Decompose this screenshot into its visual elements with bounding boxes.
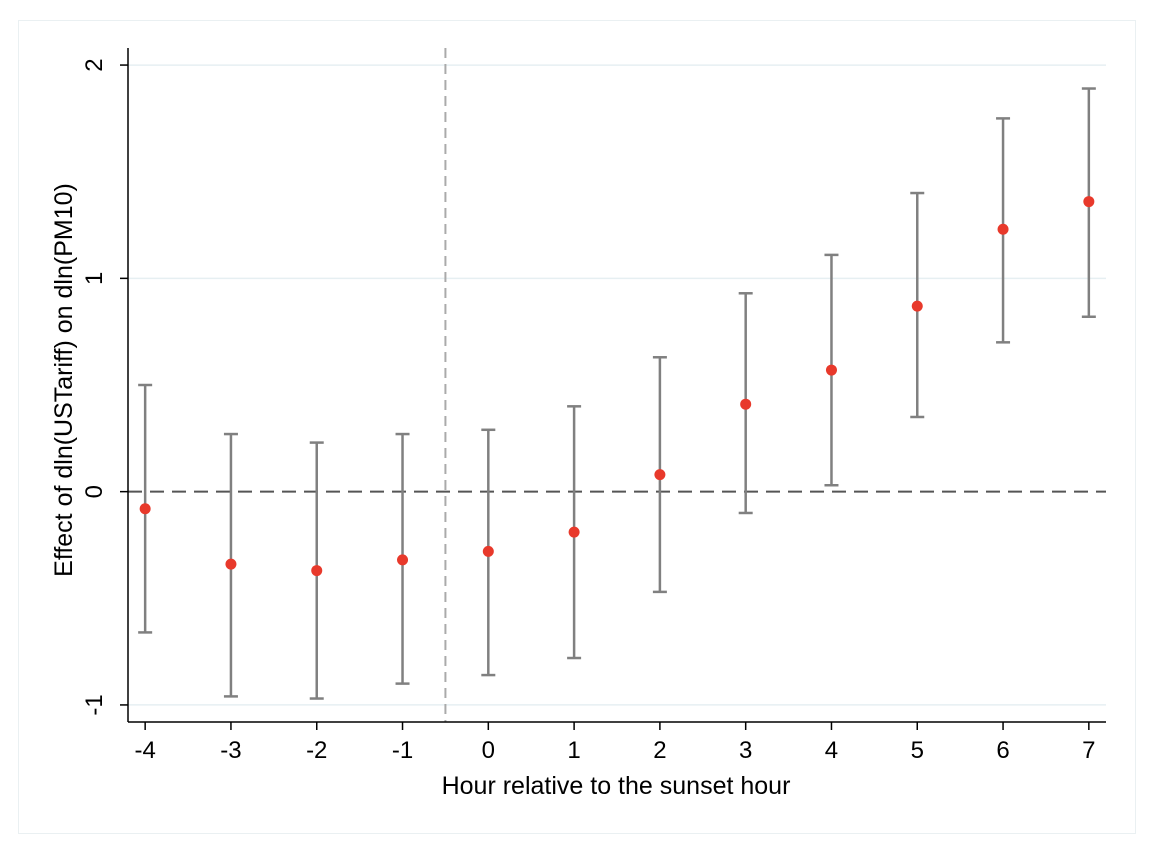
data-point-5 [911, 300, 923, 312]
grid-lines [128, 64, 1106, 706]
x-tick-label-5: 5 [911, 737, 924, 764]
data-point--3 [225, 558, 237, 570]
y-tick-label-0: 0 [81, 485, 108, 498]
x-tick-label--4: -4 [134, 737, 155, 764]
x-tick-label--2: -2 [306, 737, 327, 764]
x-tick-label-0: 0 [482, 737, 495, 764]
x-tick-label-3: 3 [739, 737, 752, 764]
y-axis-title: Effect of dln(USTariff) on dln(PM10) [50, 183, 78, 577]
data-point-3 [740, 398, 752, 410]
data-points [139, 196, 1095, 577]
x-tick-label--3: -3 [220, 737, 241, 764]
x-tick-label-2: 2 [653, 737, 666, 764]
x-axis-title: Hour relative to the sunset hour [442, 772, 791, 800]
reference-lines [128, 48, 1106, 722]
y-axis-ticks: -1 0 1 2 [81, 58, 128, 716]
error-bars [138, 87, 1096, 700]
x-tick-label-4: 4 [825, 737, 838, 764]
data-point--1 [397, 554, 409, 566]
data-point-0 [482, 545, 494, 557]
x-tick-label-7: 7 [1082, 737, 1095, 764]
y-tick-label--1: -1 [81, 694, 108, 715]
data-point-4 [825, 364, 837, 376]
data-point--2 [311, 565, 323, 577]
chart-frame [18, 20, 1136, 834]
data-point-6 [997, 223, 1009, 235]
x-tick-label-6: 6 [996, 737, 1009, 764]
x-axis-ticks: -4 -3 -2 -1 0 1 2 3 4 5 6 7 [134, 722, 1096, 764]
data-point-2 [654, 469, 666, 481]
data-point-7 [1083, 196, 1095, 208]
axes [127, 48, 1106, 723]
x-tick-label--1: -1 [392, 737, 413, 764]
data-point-1 [568, 526, 580, 538]
y-tick-label-2: 2 [81, 58, 108, 71]
x-tick-label-1: 1 [567, 737, 580, 764]
data-point--4 [139, 503, 151, 515]
y-tick-label-1: 1 [81, 272, 108, 285]
